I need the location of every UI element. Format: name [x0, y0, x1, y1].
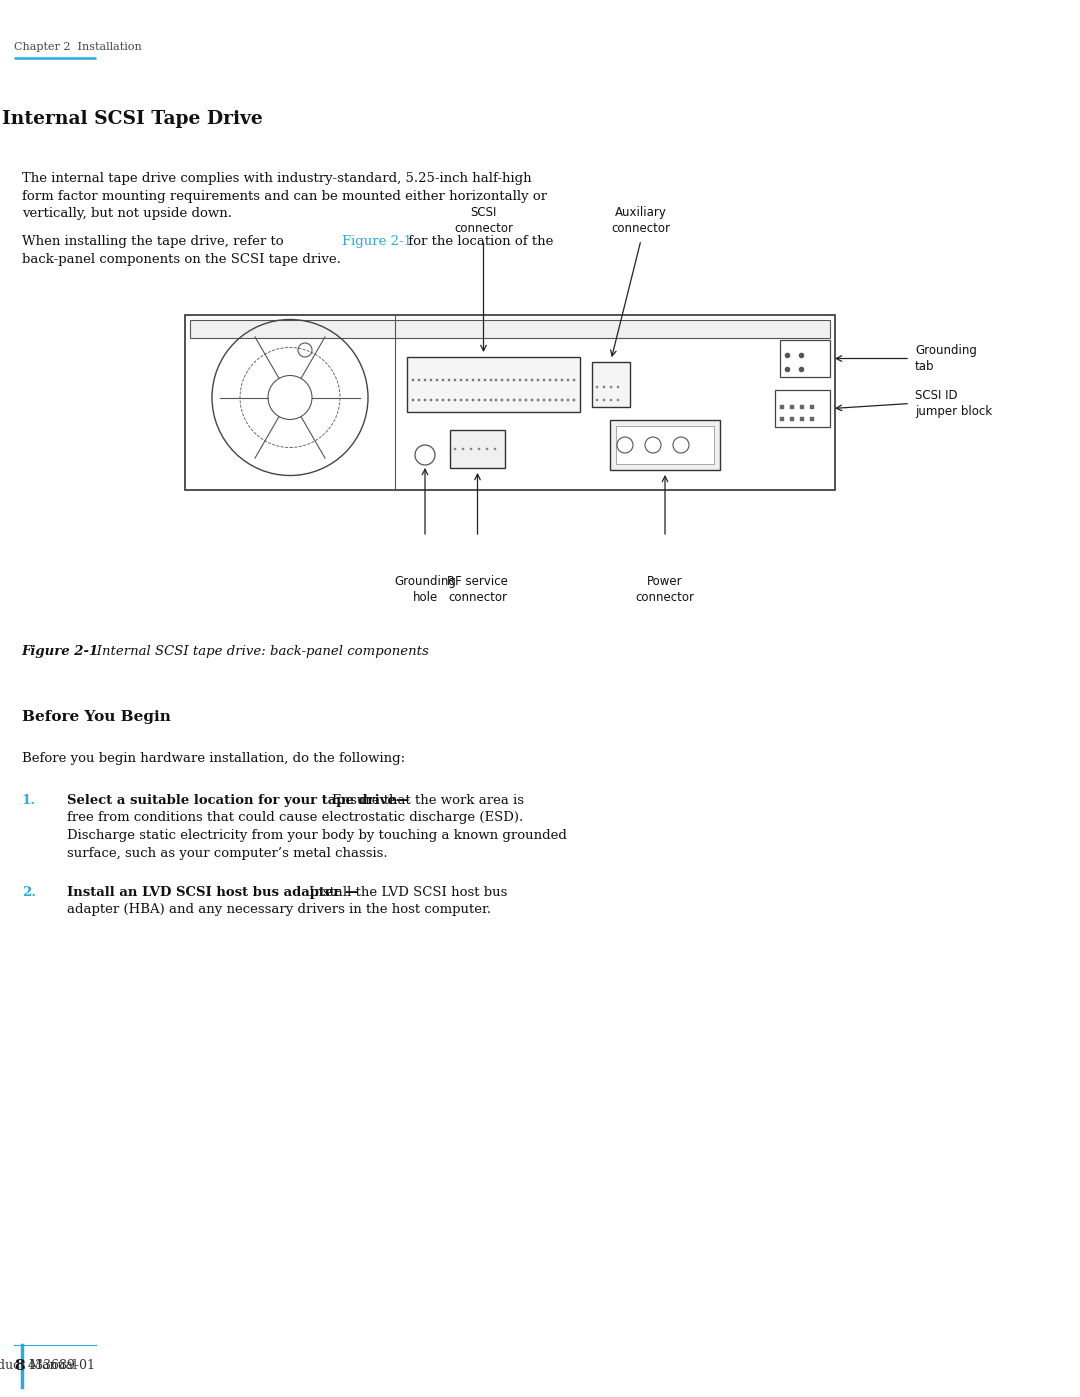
Text: Product Manual: Product Manual	[0, 1359, 77, 1372]
Text: RF service
connector: RF service connector	[447, 576, 508, 604]
Text: for the location of the: for the location of the	[404, 235, 553, 249]
Text: Chapter 2  Installation: Chapter 2 Installation	[14, 42, 141, 52]
Text: Figure 2-1: Figure 2-1	[22, 645, 99, 658]
Bar	[592, 362, 630, 407]
Text: Discharge static electricity from your body by touching a known grounded: Discharge static electricity from your b…	[67, 828, 567, 842]
Text: Select a suitable location for your tape drive—: Select a suitable location for your tape…	[67, 793, 409, 807]
Text: Internal SCSI tape drive: back-panel components: Internal SCSI tape drive: back-panel com…	[84, 645, 429, 658]
Text: 8: 8	[14, 1359, 25, 1373]
Text: Grounding
tab: Grounding tab	[915, 344, 977, 373]
Text: back-panel components on the SCSI tape drive.: back-panel components on the SCSI tape d…	[22, 253, 340, 265]
Text: form factor mounting requirements and can be mounted either horizontally or: form factor mounting requirements and ca…	[22, 190, 546, 203]
Text: Grounding
hole: Grounding hole	[394, 576, 456, 604]
Text: When installing the tape drive, refer to: When installing the tape drive, refer to	[22, 235, 287, 249]
Text: 1.: 1.	[22, 793, 36, 807]
Text: Ensure that the work area is: Ensure that the work area is	[332, 793, 524, 807]
Text: Install an LVD SCSI host bus adapter —: Install an LVD SCSI host bus adapter —	[67, 886, 363, 900]
Text: Install the LVD SCSI host bus: Install the LVD SCSI host bus	[309, 886, 508, 900]
Bar	[190, 320, 831, 338]
Text: Before You Begin: Before You Begin	[22, 710, 171, 724]
Bar	[610, 420, 720, 469]
Text: free from conditions that could cause electrostatic discharge (ESD).: free from conditions that could cause el…	[67, 812, 523, 824]
Text: SCSI ID
jumper block: SCSI ID jumper block	[915, 388, 993, 418]
Text: 433689-01: 433689-01	[28, 1359, 96, 1372]
Text: Figure 2-1: Figure 2-1	[341, 235, 411, 249]
Text: The internal tape drive complies with industry-standard, 5.25-inch half-high: The internal tape drive complies with in…	[22, 172, 531, 184]
Text: vertically, but not upside down.: vertically, but not upside down.	[22, 207, 232, 219]
Bar	[775, 390, 831, 427]
Text: Before you begin hardware installation, do the following:: Before you begin hardware installation, …	[22, 752, 405, 766]
Bar	[185, 314, 835, 490]
Text: Installing the Internal SCSI Tape Drive: Installing the Internal SCSI Tape Drive	[0, 110, 262, 129]
Text: SCSI
connector: SCSI connector	[454, 205, 513, 235]
Bar	[407, 358, 580, 412]
Bar	[780, 339, 831, 377]
Bar	[450, 430, 505, 468]
Text: Auxiliary
connector: Auxiliary connector	[611, 205, 671, 235]
Text: Power
connector: Power connector	[635, 576, 694, 604]
Text: surface, such as your computer’s metal chassis.: surface, such as your computer’s metal c…	[67, 847, 388, 859]
Text: adapter (HBA) and any necessary drivers in the host computer.: adapter (HBA) and any necessary drivers …	[67, 904, 491, 916]
Bar	[616, 426, 714, 464]
Text: 2.: 2.	[22, 886, 36, 900]
